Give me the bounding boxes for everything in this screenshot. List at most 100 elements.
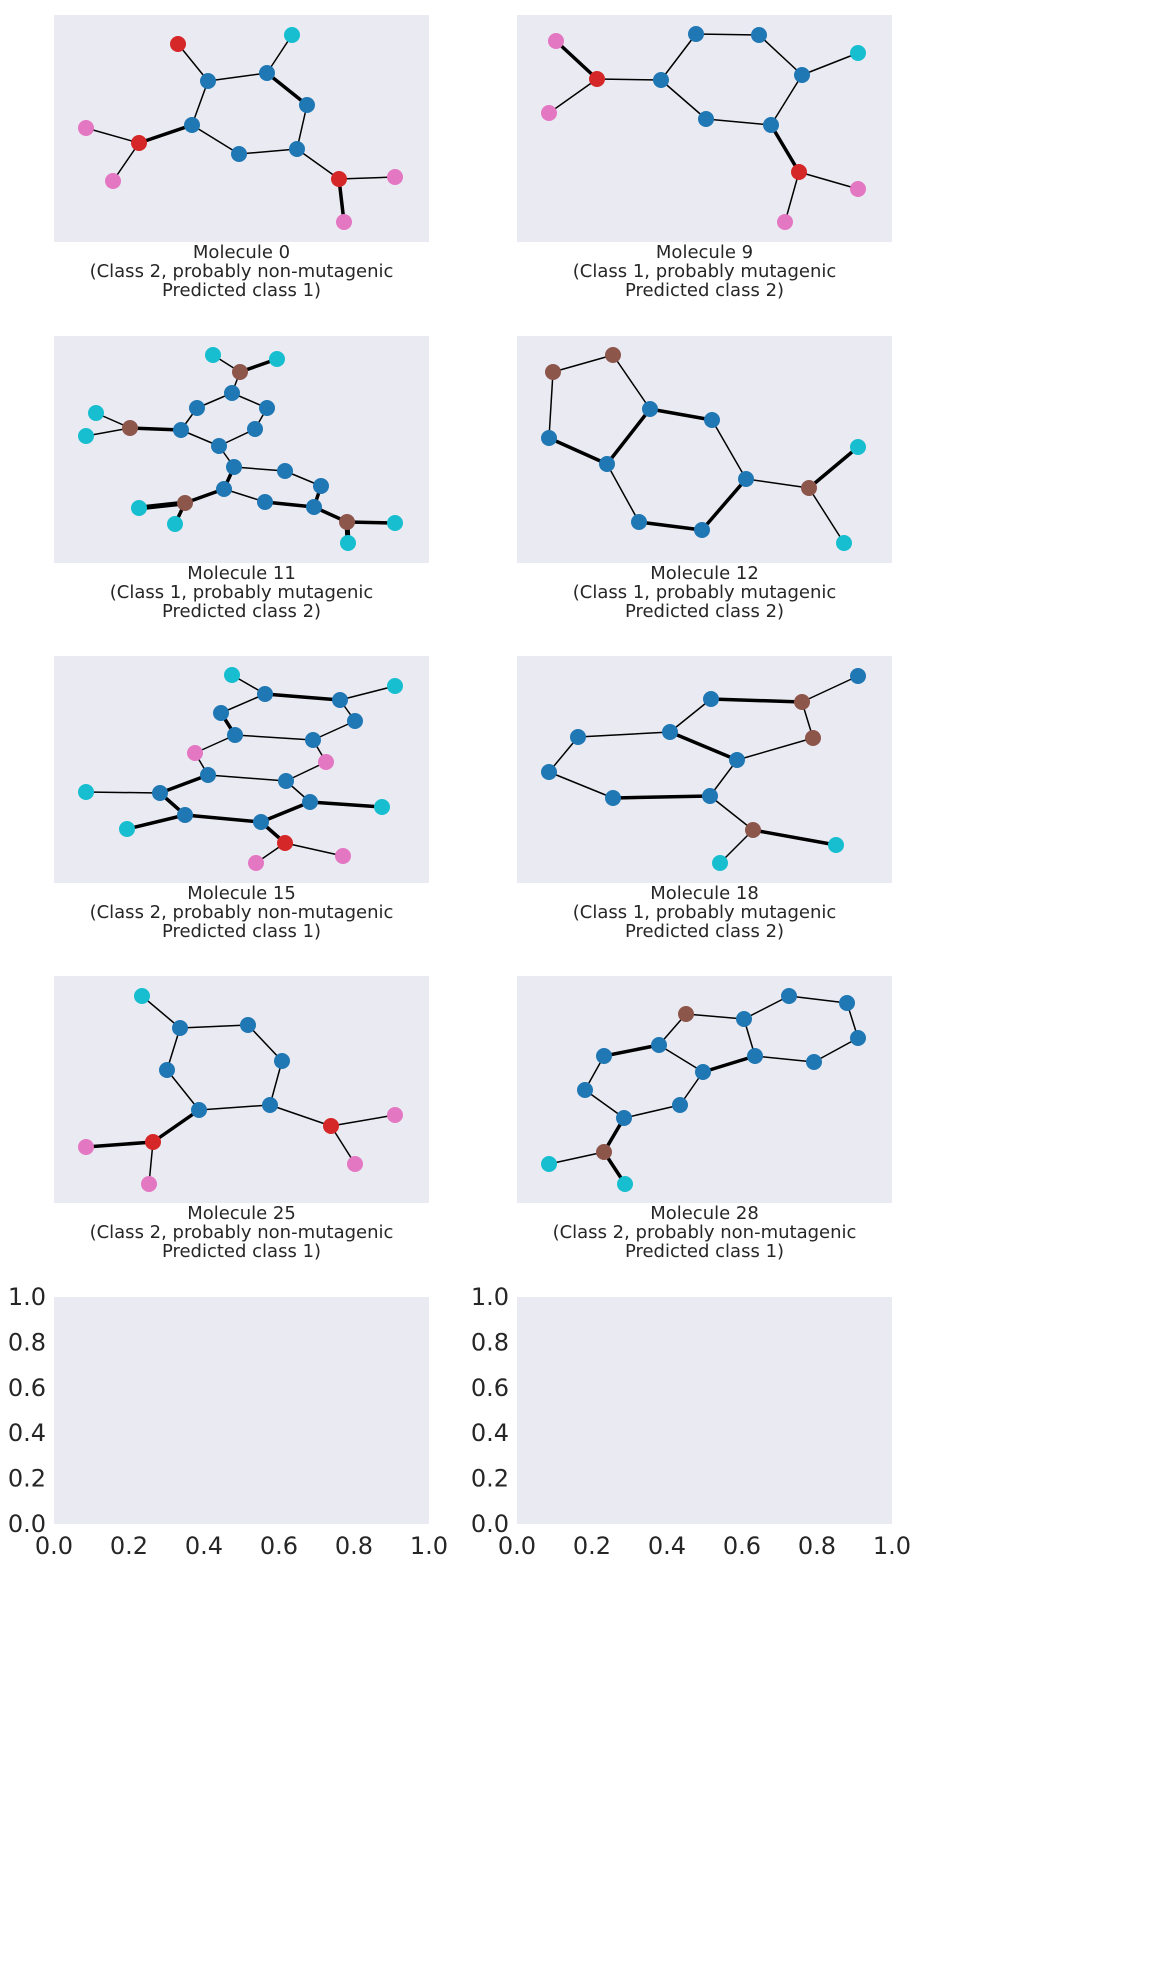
panel-background [517, 1297, 892, 1524]
bond-edge [612, 354, 651, 410]
panel-7: Molecule 28(Class 2, probably non-mutage… [517, 976, 892, 1262]
atom-node [850, 45, 866, 61]
atom-node [599, 456, 615, 472]
bond-edge [754, 1055, 815, 1063]
panel-caption-line: (Class 2, probably non-mutagenic [553, 1222, 857, 1243]
atom-node [672, 1097, 688, 1113]
atom-node [541, 430, 557, 446]
atom-node [105, 173, 121, 189]
bond-edge [137, 123, 194, 145]
bond-edge [548, 371, 554, 439]
y-tick-label: 0.4 [8, 1419, 46, 1447]
panel-2: Molecule 11(Class 1, probably mutagenicP… [54, 336, 429, 622]
atom-node [347, 713, 363, 729]
bond-edge [807, 445, 860, 490]
bond-edge [269, 1104, 332, 1127]
atoms [541, 988, 866, 1192]
atom-node [596, 1144, 612, 1160]
atom-node [187, 745, 203, 761]
panel-caption-line: Molecule 12 [650, 563, 759, 584]
bond-edge [605, 407, 652, 466]
bond-edge [166, 1069, 200, 1111]
atom-node [332, 692, 348, 708]
bond-edge [700, 477, 748, 532]
atom-node [702, 788, 718, 804]
atom-node [617, 1176, 633, 1192]
bond-edge [265, 71, 309, 107]
panel-caption-line: Molecule 11 [187, 563, 296, 584]
bond-edge [179, 1024, 249, 1029]
bond-edge [198, 1104, 271, 1111]
panel-caption-line: Predicted class 1) [162, 1241, 321, 1262]
atom-node [134, 988, 150, 1004]
bond-edge [339, 685, 396, 701]
bond-edge [596, 78, 662, 81]
atom-node [170, 36, 186, 52]
bond-edge [709, 795, 754, 831]
bond-edge [648, 407, 714, 422]
bond-edge [296, 148, 340, 180]
x-tick-label: 0.8 [335, 1532, 373, 1560]
bond-edge [743, 995, 790, 1020]
bond-edge [207, 774, 287, 782]
bond-edge [606, 463, 640, 523]
bond-edge [660, 33, 697, 81]
atom-node [794, 694, 810, 710]
atoms [78, 667, 403, 871]
bond-edge [736, 737, 814, 761]
atom-node [331, 171, 347, 187]
bond-edge [685, 1013, 745, 1020]
bond-edge [813, 1037, 859, 1063]
atom-node [259, 400, 275, 416]
atom-node [631, 514, 647, 530]
panel-background [517, 15, 892, 242]
atom-node [318, 754, 334, 770]
atom-node [729, 752, 745, 768]
bond-edge [798, 171, 859, 190]
x-tick-label: 0.2 [573, 1532, 611, 1560]
atom-node [159, 1062, 175, 1078]
atom-node [387, 678, 403, 694]
atom-node [850, 668, 866, 684]
atom-node [141, 1176, 157, 1192]
bond-edge [233, 466, 286, 472]
panel-8: 0.0 0.2 0.4 0.6 0.8 1.0 0.0 0.2 0.4 0.6 0.8 1.0 [8, 1283, 448, 1560]
atom-node [703, 691, 719, 707]
bond-edge [788, 995, 848, 1004]
bond-edge [611, 794, 712, 800]
panel-caption-line: Predicted class 2) [625, 280, 784, 301]
atom-node [224, 385, 240, 401]
atom-node [191, 1102, 207, 1118]
bond-edge [705, 118, 772, 126]
bond-edge [637, 520, 704, 532]
atom-node [651, 1037, 667, 1053]
axis-ticks: 0.0 0.2 0.4 0.6 0.8 1.0 0.0 0.2 0.4 0.6 0.8 1.0 [471, 1283, 911, 1560]
atom-node [736, 1011, 752, 1027]
bond-edge [745, 478, 810, 489]
atom-node [541, 105, 557, 121]
panel-background [54, 976, 429, 1203]
atom-node [200, 73, 216, 89]
bond-edge [769, 123, 801, 174]
atom-node [839, 995, 855, 1011]
atom-node [694, 522, 710, 538]
bond-edge [338, 176, 396, 180]
atom-node [257, 494, 273, 510]
bond-edge [623, 1104, 681, 1119]
panel-caption-line: Molecule 0 [193, 242, 290, 263]
y-tick-label: 0.0 [8, 1510, 46, 1538]
bond-edge [548, 771, 614, 799]
bond-edge [85, 127, 140, 144]
panel-6: Molecule 25(Class 2, probably non-mutage… [54, 976, 429, 1262]
atom-node [695, 1064, 711, 1080]
atom-node [131, 500, 147, 516]
atom-node [387, 1107, 403, 1123]
panel-0: Molecule 0(Class 2, probably non-mutagen… [54, 15, 429, 301]
bond-edge [234, 734, 314, 741]
atom-node [289, 141, 305, 157]
panel-background [54, 1297, 429, 1524]
bond-edge [709, 697, 804, 704]
atom-node [306, 499, 322, 515]
atom-node [387, 169, 403, 185]
x-tick-label: 1.0 [873, 1532, 911, 1560]
